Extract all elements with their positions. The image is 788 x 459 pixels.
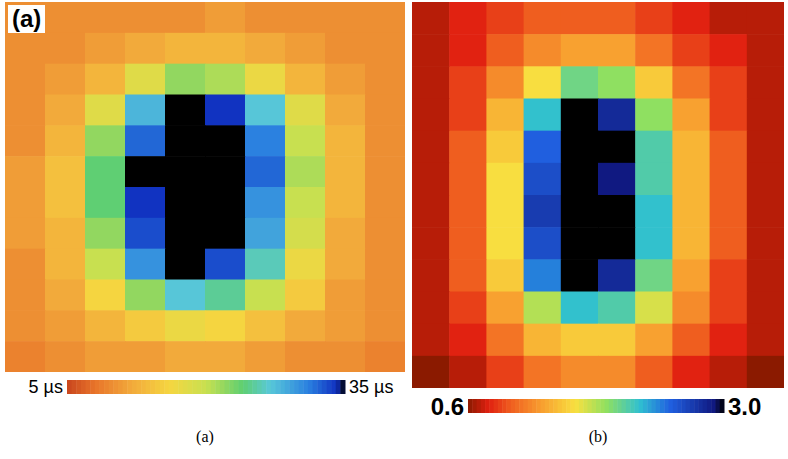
- svg-text:3.0: 3.0: [728, 393, 761, 420]
- html-text:(a): (a): [12, 5, 42, 32]
- html-text:(a): (a): [196, 428, 214, 445]
- html-text:(b): (b): [588, 428, 608, 445]
- svg-text:35 µs: 35 µs: [349, 377, 393, 397]
- svg-text:0.6: 0.6: [431, 393, 464, 420]
- svg-text:5 µs: 5 µs: [29, 377, 63, 397]
